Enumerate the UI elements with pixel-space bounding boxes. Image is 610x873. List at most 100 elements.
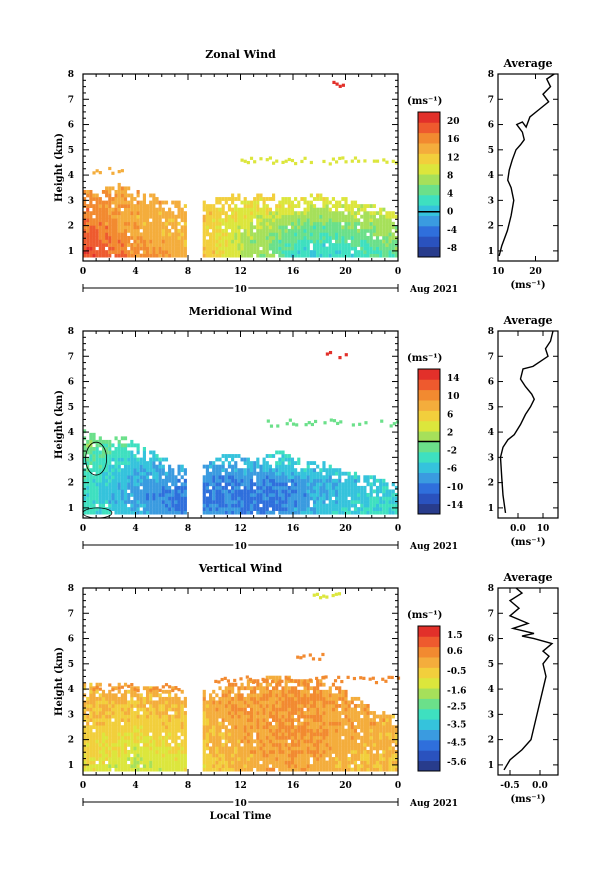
heatmap-cell: [249, 753, 254, 758]
heatmap-cell: [152, 489, 156, 494]
heatmap-cell: [95, 228, 99, 233]
heatmap-cell: [227, 686, 232, 691]
heatmap-cell: [294, 204, 298, 208]
heatmap-cell: [290, 728, 295, 733]
heatmap-cell: [237, 703, 241, 708]
heatmap-cell: [83, 718, 87, 722]
heatmap-cell: [360, 243, 364, 247]
heatmap-cell: [272, 764, 276, 768]
heatmap-cell: [331, 225, 335, 230]
heatmap-cell: [123, 235, 128, 240]
heatmap-cell: [231, 211, 235, 216]
heatmap-cell: [281, 721, 285, 726]
heatmap-cell: [168, 700, 172, 705]
heatmap-cell: [215, 221, 219, 226]
heatmap-cell: [322, 507, 326, 511]
heatmap-cell: [265, 207, 269, 212]
heatmap-cell: [123, 214, 128, 219]
heatmap-cell: [149, 718, 153, 722]
heatmap-cell: [249, 714, 254, 719]
heatmap-cell: [180, 239, 184, 244]
heatmap-cell: [101, 471, 106, 476]
heatmap-cell: [133, 725, 137, 730]
heatmap-cell: [363, 246, 367, 251]
heatmap-cell: [284, 767, 288, 772]
heatmap-cell: [231, 225, 235, 230]
heatmap-cell: [300, 749, 304, 754]
heatmap-cell: [375, 478, 380, 483]
heatmap-cell: [218, 739, 222, 744]
heatmap-cell: [98, 204, 102, 208]
heatmap-cell: [95, 746, 99, 751]
heatmap-cell: [212, 721, 216, 726]
heatmap-cell: [205, 500, 209, 504]
heatmap-cell: [133, 749, 137, 754]
heatmap-cell: [174, 235, 178, 240]
heatmap-cell: [347, 492, 351, 497]
heatmap-cell: [130, 693, 134, 698]
heatmap-cell: [114, 767, 118, 772]
heatmap-cell: [180, 485, 184, 490]
heatmap-cell: [281, 742, 285, 747]
heatmap-cell: [218, 500, 222, 504]
heatmap-cell: [95, 232, 99, 237]
heatmap-cell: [142, 482, 146, 487]
heatmap-cell: [95, 689, 99, 694]
heatmap-cell: [89, 461, 93, 465]
heatmap-cell: [338, 503, 342, 508]
heatmap-cell: [253, 686, 257, 691]
heatmap-cell: [328, 200, 332, 205]
heatmap-cell: [350, 478, 354, 483]
heatmap-cell: [363, 218, 367, 223]
heatmap-cell: [95, 200, 99, 205]
heatmap-cell: [265, 243, 269, 247]
heatmap-cell: [290, 753, 295, 758]
heatmap-cell: [114, 197, 118, 201]
heatmap-cell: [164, 200, 169, 205]
heatmap-cell: [256, 471, 260, 476]
heatmap-cell: [164, 714, 169, 719]
heatmap-cell: [262, 746, 266, 751]
heatmap-cell: [221, 461, 225, 465]
heatmap-cell: [139, 492, 143, 497]
heatmap-cell: [275, 214, 279, 219]
heatmap-cell: [335, 510, 339, 515]
heatmap-cell: [281, 746, 285, 751]
heatmap-cell: [117, 700, 121, 705]
heatmap-cell: [202, 757, 206, 761]
heatmap-cell: [322, 757, 326, 761]
heatmap-cell: [114, 696, 118, 701]
heatmap-cell: [309, 253, 313, 258]
colorbar-tick-label: -6: [447, 465, 457, 475]
heatmap-cell: [221, 753, 225, 758]
heatmap-cell: [227, 243, 232, 247]
heatmap-cell: [114, 757, 118, 761]
heatmap-cell: [101, 225, 106, 230]
heatmap-cell: [111, 232, 115, 237]
heatmap-cell: [92, 742, 96, 747]
heatmap-cell: [278, 482, 282, 487]
heatmap-cell: [360, 207, 364, 212]
heatmap-cell: [120, 246, 124, 251]
heatmap-cell: [284, 489, 288, 494]
heatmap-cell: [117, 500, 121, 504]
heatmap-cell: [347, 228, 351, 233]
heatmap-cell: [256, 214, 260, 219]
heatmap-cell: [152, 200, 156, 205]
heatmap-cell: [253, 239, 257, 244]
heatmap-cell: [306, 468, 310, 473]
heatmap-cell: [306, 500, 310, 504]
heatmap-cell: [243, 686, 247, 691]
heatmap-cell: [101, 711, 106, 715]
heatmap-cell: [227, 507, 232, 511]
heatmap-cell: [130, 253, 134, 258]
heatmap-cell: [231, 200, 235, 205]
heatmap-cell: [202, 510, 206, 515]
heatmap-cell: [174, 246, 178, 251]
heatmap-cell: [212, 742, 216, 747]
heatmap-cell: [290, 228, 295, 233]
heatmap-cell: [275, 207, 279, 212]
heatmap-cell: [309, 485, 313, 490]
heatmap-cell: [391, 246, 395, 251]
heatmap-cell: [290, 507, 295, 511]
